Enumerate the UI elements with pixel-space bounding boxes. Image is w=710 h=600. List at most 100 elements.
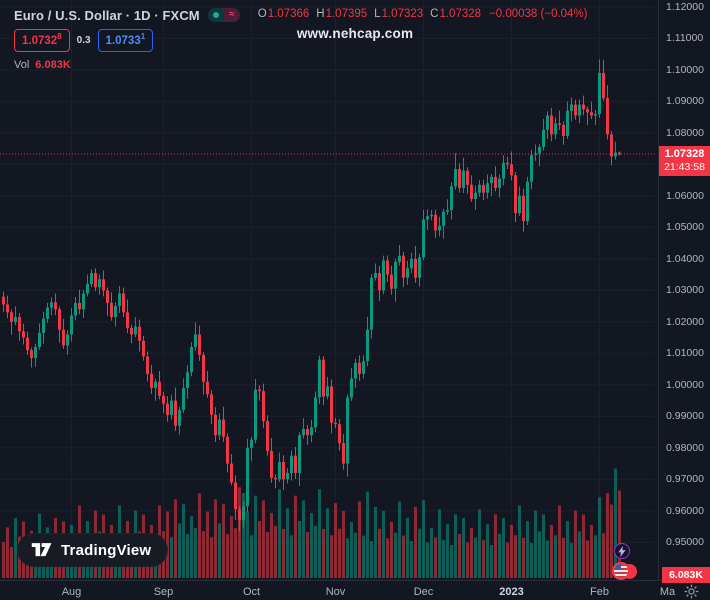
volume-bar	[434, 537, 437, 578]
buy-ask-button[interactable]: 1.07331	[97, 29, 154, 53]
candle-body	[542, 129, 545, 148]
candle-body	[146, 356, 149, 374]
candle-body	[590, 112, 593, 116]
volume-bar	[566, 520, 569, 578]
candle-body	[418, 257, 421, 278]
economic-event-bolt-icon[interactable]	[614, 543, 630, 559]
time-axis[interactable]: Aug Sep Oct Nov Dec 2023 Feb Ma	[0, 580, 710, 600]
candle-body	[130, 328, 133, 335]
candle-body	[262, 391, 265, 422]
candle-body	[406, 268, 409, 278]
us-flag-event-icon[interactable]	[612, 562, 630, 580]
volume-bar	[282, 528, 285, 578]
candle-body	[298, 435, 301, 474]
candle-body	[586, 109, 589, 113]
price-axis-label: 1.10000	[666, 63, 704, 76]
candle-body	[58, 309, 61, 330]
volume-bar	[422, 500, 425, 578]
candle-body	[166, 403, 169, 415]
volume-bar	[354, 532, 357, 578]
price-axis-label: 0.97000	[666, 473, 704, 486]
volume-bar	[314, 525, 317, 578]
candle-body	[458, 169, 461, 188]
candle-body	[34, 347, 37, 359]
price-axis[interactable]: 1.12000 1.11000 1.10000 1.09000 1.08000 1.060…	[658, 0, 710, 580]
tradingview-logo-pill[interactable]: TradingView	[17, 533, 169, 567]
volume-bar	[546, 540, 549, 578]
volume-bar	[378, 528, 381, 578]
candle-body	[410, 258, 413, 269]
price-axis-label: 0.95000	[666, 536, 704, 549]
candle-body	[534, 153, 537, 155]
candle-body	[234, 482, 237, 510]
volume-bar	[346, 538, 349, 578]
volume-bar	[194, 528, 197, 578]
volume-bar	[538, 531, 541, 578]
candle-body	[354, 362, 357, 379]
candle-body	[326, 386, 329, 397]
price-axis-label: 1.12000	[666, 0, 704, 13]
candlestick-chart[interactable]	[0, 0, 658, 580]
volume-bar	[426, 542, 429, 578]
candle-body	[614, 152, 617, 157]
candle-body	[570, 104, 573, 111]
volume-value: 6.083K	[35, 59, 71, 72]
candle-body	[118, 293, 121, 307]
candle-body	[538, 147, 541, 154]
sell-bid-button[interactable]: 1.07328	[14, 29, 70, 53]
volume-bar	[222, 503, 225, 578]
volume-bar	[310, 513, 313, 578]
candle-body	[190, 347, 193, 373]
volume-bar	[174, 499, 177, 578]
gear-icon[interactable]	[684, 584, 699, 599]
volume-bar	[242, 493, 245, 578]
candle-body	[6, 304, 9, 313]
candle-body	[438, 225, 441, 231]
time-axis-label: Feb	[590, 586, 609, 598]
candle-body	[122, 293, 125, 313]
candle-body	[362, 361, 365, 374]
volume-bar	[474, 537, 477, 578]
price-axis-label: 1.02000	[666, 315, 704, 328]
volume-bar	[606, 493, 609, 578]
volume-bar	[326, 508, 329, 578]
candle-body	[318, 359, 321, 398]
candle-body	[254, 389, 257, 440]
candle-body	[174, 400, 177, 426]
candle-body	[114, 306, 117, 318]
candle-body	[338, 424, 341, 444]
candle-body	[370, 277, 373, 330]
volume-bar	[226, 534, 229, 578]
candle-body	[502, 162, 505, 179]
candle-body	[250, 439, 253, 448]
candle-body	[334, 422, 337, 425]
candle-body	[390, 274, 393, 289]
candle-body	[54, 302, 57, 310]
volume-bar	[406, 517, 409, 578]
volume-bar	[294, 495, 297, 578]
candle-body	[350, 378, 353, 398]
volume-bar	[270, 513, 273, 578]
low-value: 1.07323	[381, 8, 424, 21]
candle-body	[514, 175, 517, 214]
volume-bar	[410, 541, 413, 578]
market-status-pill[interactable]: ≈	[207, 8, 240, 22]
candle-body	[486, 183, 489, 193]
close-value: 1.07328	[439, 8, 482, 21]
volume-bar	[562, 537, 565, 578]
candle-body	[294, 455, 297, 474]
candle-body	[302, 428, 305, 436]
candle-body	[218, 419, 221, 436]
price-axis-label: 1.08000	[666, 126, 704, 139]
candle-body	[554, 123, 557, 135]
price-axis-label: 1.04000	[666, 252, 704, 265]
volume-bar	[402, 535, 405, 578]
volume-bar	[554, 535, 557, 578]
symbol-title[interactable]: Euro / U.S. Dollar · 1D · FXCM	[14, 7, 200, 23]
candle-body	[278, 462, 281, 480]
volume-bar	[386, 538, 389, 578]
time-axis-label: Aug	[61, 586, 82, 598]
candle-body	[546, 115, 549, 130]
volume-bar	[262, 500, 265, 578]
volume-bar	[478, 509, 481, 578]
